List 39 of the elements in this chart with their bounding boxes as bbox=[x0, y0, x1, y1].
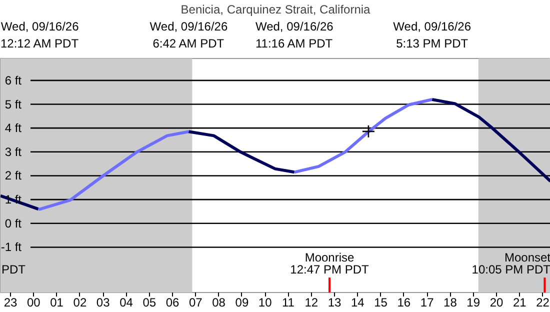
x2-tick-label: Wed, 09/16/26 6:42 AM PDT bbox=[150, 20, 228, 50]
x-tick-label: 01 bbox=[50, 296, 64, 310]
ref-line-label: Moonrise 12:47 PM PDT bbox=[290, 250, 370, 276]
x-tick-label: 17 bbox=[420, 296, 434, 310]
x-tick-label: 12 bbox=[304, 296, 318, 310]
x-tick-label: 14 bbox=[350, 296, 365, 310]
x-tick-label: 08 bbox=[212, 296, 226, 310]
x-tick-label: 00 bbox=[26, 296, 41, 310]
y-tick-label: 5 ft bbox=[4, 97, 22, 112]
x-tick-label: 04 bbox=[120, 296, 134, 310]
x-tick-label: 07 bbox=[188, 296, 203, 310]
x-tick-label: 09 bbox=[235, 296, 249, 310]
y-tick-label: 2 ft bbox=[4, 168, 22, 183]
x-tick-label: 18 bbox=[444, 296, 458, 310]
x-tick-label: 02 bbox=[73, 296, 87, 310]
x-tick-label: 03 bbox=[96, 296, 110, 310]
y-tick-label: 6 ft bbox=[4, 73, 22, 88]
x-tick-label: 20 bbox=[490, 296, 504, 310]
x2-tick-label: Wed, 09/16/26 5:13 PM PDT bbox=[393, 20, 472, 50]
chart-title: Benicia, Carquinez Strait, California bbox=[180, 2, 371, 16]
x-tick-label: 05 bbox=[142, 296, 156, 310]
x-tick-label: 15 bbox=[374, 296, 388, 310]
x-tick-label: 16 bbox=[397, 296, 411, 310]
x2-tick-label: Wed, 09/16/26 12:12 AM PDT bbox=[0, 20, 80, 50]
y-tick-label: 4 ft bbox=[4, 121, 22, 136]
y-tick-label: 3 ft bbox=[4, 144, 22, 159]
x-tick-label: 10 bbox=[258, 296, 272, 310]
x-tick-label: 19 bbox=[466, 296, 480, 310]
x-tick-label: 11 bbox=[282, 296, 295, 310]
x-tick-label: 06 bbox=[166, 296, 180, 310]
x-tick-label: 13 bbox=[328, 296, 342, 310]
y-tick-label: -1 ft bbox=[0, 240, 22, 254]
x2-tick-label: Wed, 09/16/26 11:16 AM PDT bbox=[255, 20, 334, 50]
y-tick-label: 0 ft bbox=[4, 216, 22, 230]
ref-line-label: Moonset 10:05 PM PDT bbox=[472, 250, 550, 276]
x-tick-label: 23 bbox=[4, 296, 18, 310]
x-tick-label: 21 bbox=[512, 296, 527, 310]
annotation: PDT bbox=[2, 262, 26, 276]
x-tick-label: 22 bbox=[536, 296, 550, 310]
